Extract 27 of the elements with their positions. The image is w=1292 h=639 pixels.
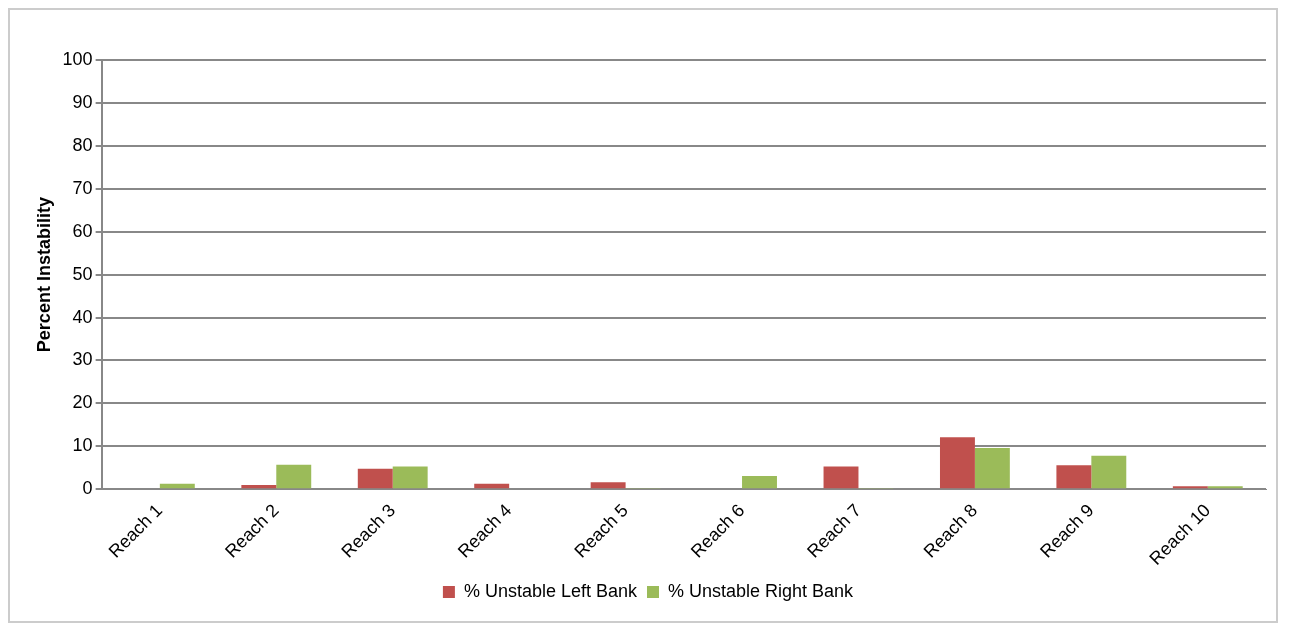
bar [1172,486,1208,489]
bar [1091,455,1127,489]
bar [1056,465,1092,489]
bar [392,466,428,489]
bar [276,464,312,489]
y-tick-label: 70 [72,177,93,198]
bar [590,482,626,489]
y-tick-label: 60 [72,220,93,241]
bar [241,484,277,489]
y-tick-label: 20 [72,392,93,413]
bar [823,466,859,489]
y-tick-label: 30 [72,349,93,370]
y-tick-label: 90 [72,91,93,112]
bar [974,448,1010,489]
y-tick-label: 40 [72,306,93,327]
legend-label: % Unstable Right Bank [668,580,855,601]
legend-label: % Unstable Left Bank [463,580,638,601]
bar [939,437,975,489]
bar [742,475,777,489]
y-tick-label: 80 [72,134,93,155]
y-tick-label: 50 [72,263,93,284]
bar [357,468,393,489]
y-axis-title: Percent Instability [33,197,54,353]
y-tick-label: 100 [62,48,93,69]
bar [1207,486,1243,489]
y-tick-label: 10 [72,435,93,456]
y-tick-label: 0 [82,478,93,499]
